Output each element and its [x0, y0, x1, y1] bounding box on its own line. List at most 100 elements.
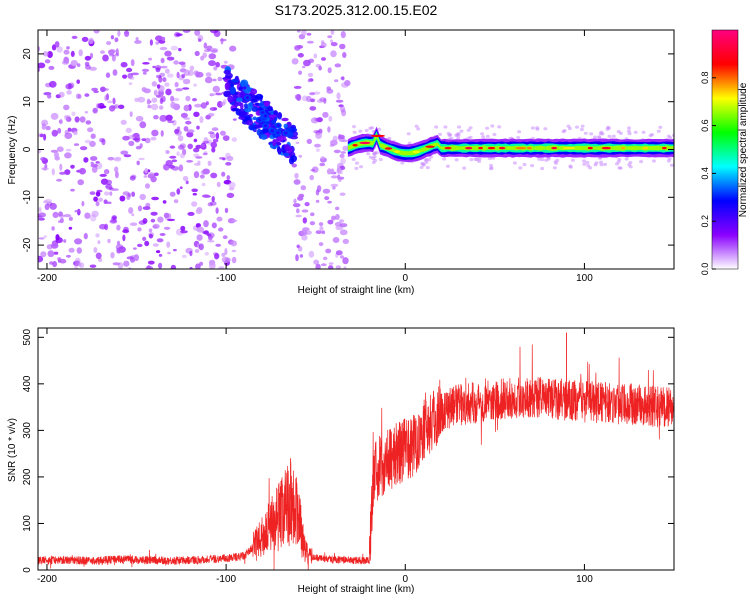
- spectrogram-cell: [425, 166, 430, 170]
- spectrogram-hotspot: [621, 146, 626, 150]
- spectrogram-cell: [298, 154, 303, 158]
- spectrogram-cell: [492, 132, 497, 137]
- colorbar-tick-label: 0.6: [700, 119, 710, 132]
- spectrogram-cell: [90, 133, 96, 139]
- spectrogram-cell: [335, 250, 343, 256]
- spectrogram-cell: [201, 182, 206, 187]
- spectrogram-cell: [296, 244, 300, 249]
- spectrogram-cell: [193, 83, 197, 87]
- spectrogram-cell: [540, 158, 545, 162]
- spectrogram-cell: [130, 174, 137, 179]
- spectrogram-cell: [245, 114, 251, 121]
- spectrogram-y-tick-label: 20: [22, 48, 33, 60]
- spectrogram-cell: [364, 128, 369, 133]
- spectrogram-hotspot: [359, 141, 371, 145]
- spectrogram-cell: [221, 252, 226, 257]
- spectrogram-region: [347, 124, 674, 171]
- spectrogram-cell: [454, 158, 459, 162]
- spectrogram-hotspot: [384, 147, 393, 150]
- spectrogram-cell: [322, 188, 331, 194]
- spectrogram-cell: [144, 137, 151, 144]
- spectrogram-cell: [242, 86, 247, 90]
- spectrogram-cell: [215, 207, 219, 214]
- colorbar-ticks: 0.0 0.2 0.4 0.6 0.8: [700, 72, 716, 275]
- spectrogram-cell: [296, 208, 300, 214]
- spectrogram-cell: [76, 79, 80, 84]
- spectrogram-cell: [352, 130, 357, 134]
- spectrogram-cell: [135, 37, 139, 41]
- spectrogram-cell: [181, 73, 186, 79]
- spectrogram-cell: [139, 193, 146, 201]
- spectrogram-cell: [207, 202, 213, 207]
- spectrogram-cell: [128, 207, 134, 214]
- spectrogram-cell: [448, 133, 453, 137]
- spectrogram-cell: [263, 124, 268, 128]
- spectrogram-cell: [666, 134, 671, 138]
- spectrogram-cell: [81, 200, 85, 207]
- spectrogram-cell: [187, 211, 195, 216]
- spectrogram-cell: [330, 175, 339, 179]
- spectrogram-cell: [456, 136, 461, 140]
- spectrogram-cell: [309, 106, 317, 111]
- spectrogram-x-ticks: -200 -100 0 100: [37, 30, 593, 284]
- snr-x-tick-label: 0: [402, 574, 408, 585]
- spectrogram-cell: [466, 128, 471, 132]
- spectrogram-cell: [192, 98, 197, 102]
- spectrogram-cell: [454, 133, 459, 137]
- spectrogram-cell: [110, 252, 115, 259]
- snr-y-tick-label: 0: [22, 567, 33, 573]
- spectrogram-cell: [627, 132, 632, 136]
- spectrogram-cell: [173, 248, 177, 252]
- spectrogram-cell: [170, 45, 179, 51]
- spectrogram-cell: [518, 166, 523, 170]
- spectrogram-cell: [169, 191, 176, 197]
- spectrogram-cell: [656, 129, 661, 133]
- spectrogram-cell: [469, 158, 474, 162]
- spectrogram-cell: [243, 103, 249, 108]
- spectrogram-cell: [85, 120, 92, 125]
- spectrogram-cell: [284, 144, 291, 152]
- spectrogram-cell: [316, 117, 323, 123]
- spectrogram-cell: [91, 87, 98, 92]
- spectrogram-cell: [490, 124, 495, 128]
- spectrogram-cell: [146, 264, 151, 269]
- spectrogram-cell: [38, 149, 42, 154]
- spectrogram-cell: [89, 66, 97, 71]
- spectrogram-cell: [229, 86, 236, 95]
- spectrogram-cell: [115, 53, 120, 57]
- spectrogram-cell: [202, 194, 210, 198]
- spectrogram-cell: [90, 156, 98, 161]
- spectrogram-cell: [40, 251, 47, 258]
- spectrogram-cell: [342, 238, 349, 244]
- spectrogram-cell: [627, 126, 632, 130]
- spectrogram-cell: [105, 179, 112, 185]
- snr-y-tick-label: 300: [22, 422, 33, 439]
- spectrogram-cell: [378, 157, 383, 162]
- spectrogram-y-tick-label: -20: [22, 237, 33, 252]
- spectrogram-cell: [238, 86, 243, 91]
- spectrogram-cell: [155, 35, 163, 42]
- spectrogram-cell: [322, 256, 328, 261]
- spectrogram-cell: [230, 82, 235, 88]
- spectrogram-cell: [131, 72, 139, 76]
- spectrogram-cell: [55, 234, 60, 241]
- spectrogram-cell: [95, 233, 100, 238]
- spectrogram-cell: [137, 243, 143, 248]
- spectrogram-cell: [585, 160, 590, 165]
- spectrogram-cell: [245, 96, 250, 100]
- spectrogram-cell: [204, 76, 213, 84]
- spectrogram-cell: [340, 76, 345, 80]
- spectrogram-cell: [301, 209, 309, 213]
- spectrogram-region: [222, 66, 298, 165]
- spectrogram-cell: [639, 160, 644, 164]
- spectrogram-cell: [213, 107, 218, 111]
- spectrogram-cell: [150, 211, 158, 216]
- spectrogram-cell: [271, 119, 277, 125]
- spectrogram-cell: [517, 130, 522, 134]
- spectrogram-cell: [239, 91, 245, 99]
- snr-x-label: Height of straight line (km): [298, 584, 415, 595]
- colorbar-gradient: [711, 29, 739, 270]
- spectrogram-cell: [102, 54, 109, 62]
- spectrogram-data: [38, 30, 674, 269]
- spectrogram-cell: [377, 127, 382, 131]
